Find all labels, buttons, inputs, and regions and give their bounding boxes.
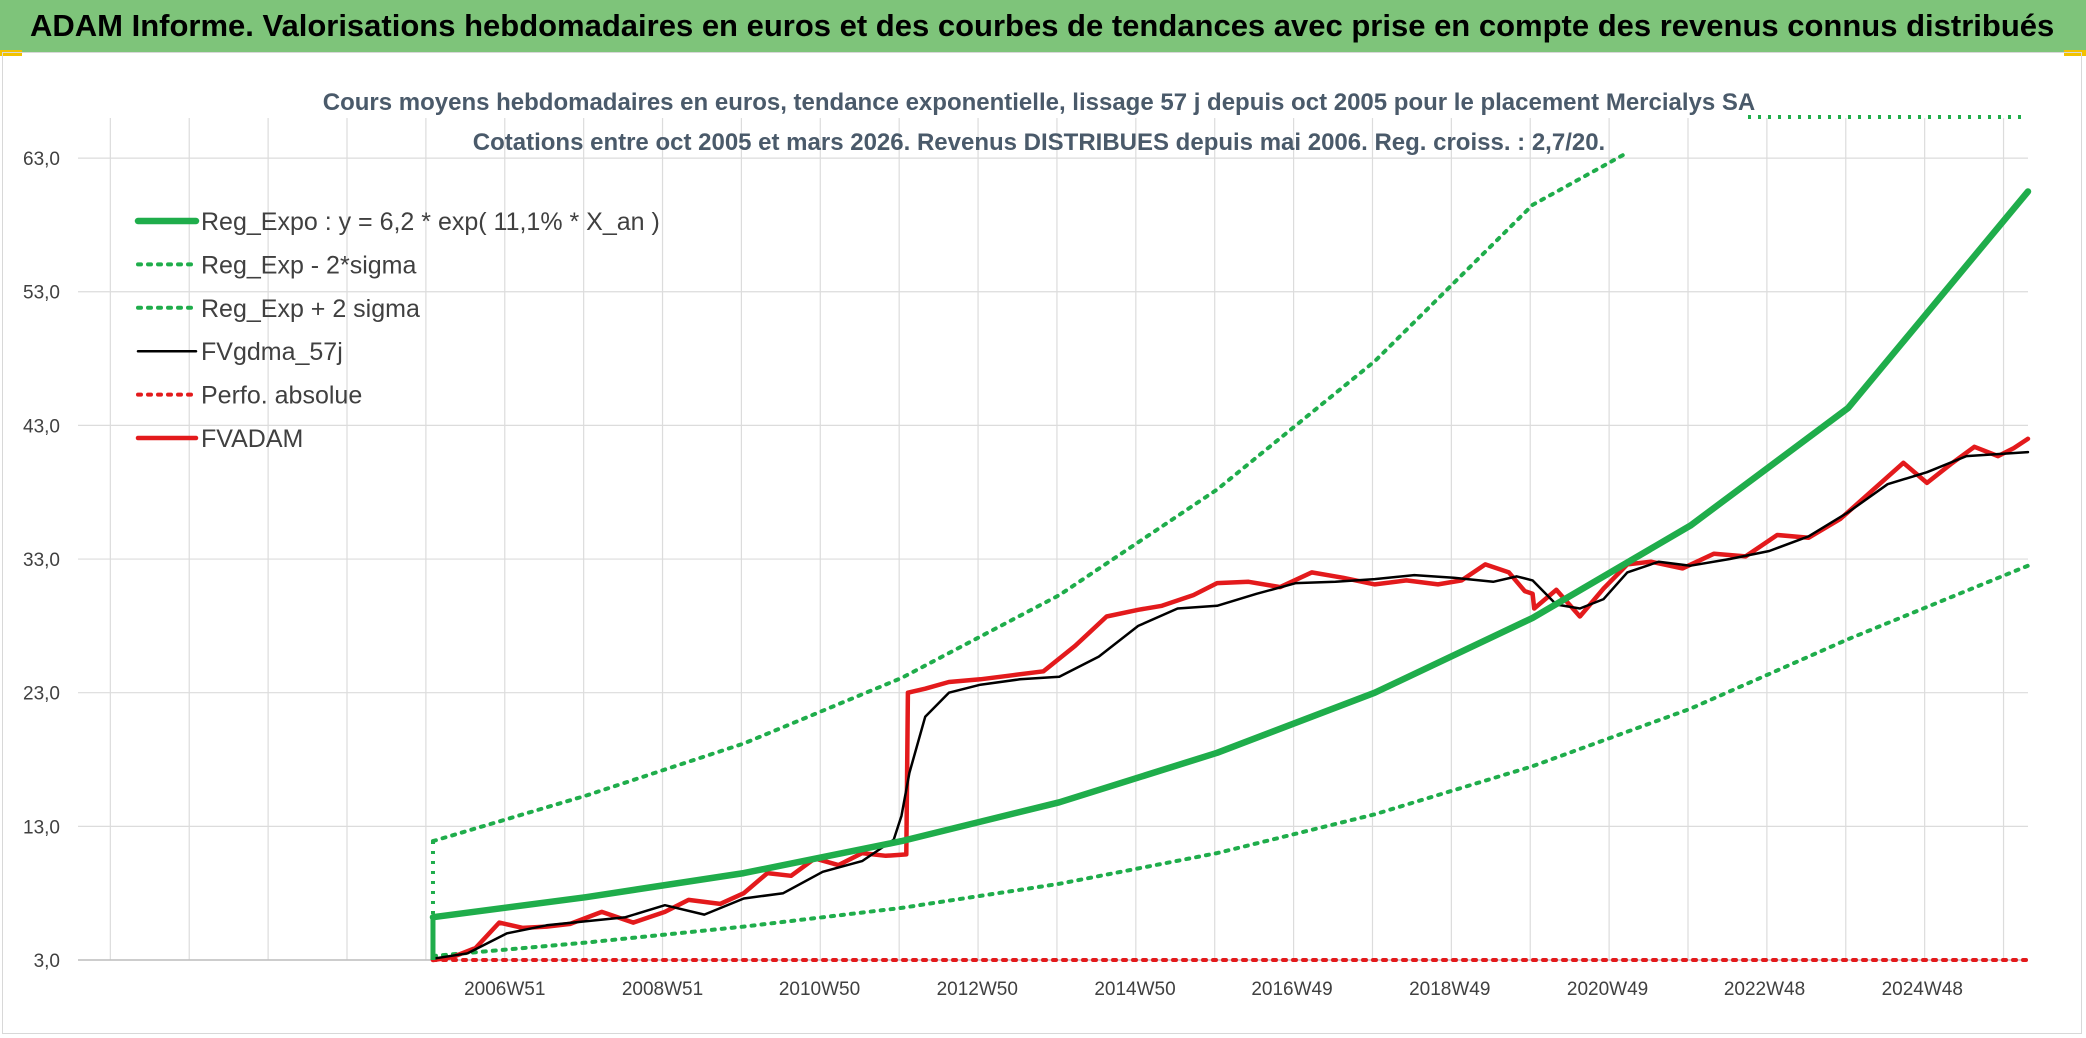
x-tick-label: 2024W48 xyxy=(1882,979,1963,1000)
y-tick-label: 33,0 xyxy=(23,550,60,571)
chart-frame xyxy=(2,52,2082,1034)
legend-label: FVgdma_57j xyxy=(201,338,343,366)
chart-legend: Reg_Expo : y = 6,2 * exp( 11,1% * X_an )… xyxy=(134,208,660,453)
y-tick-label: 53,0 xyxy=(23,283,60,304)
report-title: ADAM Informe. Valorisations hebdomadaire… xyxy=(30,8,2055,43)
x-tick-label: 2006W51 xyxy=(464,979,545,1000)
series-line-1 xyxy=(431,563,2030,958)
x-tick-label: 2020W49 xyxy=(1567,979,1648,1000)
y-tick-label: 43,0 xyxy=(23,416,60,437)
chart-subtitle: Cotations entre oct 2005 et mars 2026. R… xyxy=(473,129,1605,156)
report-banner: ADAM Informe. Valorisations hebdomadaire… xyxy=(0,0,2086,52)
y-tick-label: 13,0 xyxy=(23,817,60,838)
left-corner-accent xyxy=(0,50,22,56)
chart-grid xyxy=(78,118,2028,961)
legend-label: FVADAM xyxy=(201,425,303,453)
chart-title: Cours moyens hebdomadaires en euros, ten… xyxy=(323,89,1756,116)
series-line-0 xyxy=(429,188,2032,921)
chart-series xyxy=(429,115,2032,963)
legend-label: Reg_Exp + 2 sigma xyxy=(201,295,420,323)
x-tick-label: 2018W49 xyxy=(1409,979,1490,1000)
series-line-3 xyxy=(431,450,2030,960)
legend-label: Perfo. absolue xyxy=(201,382,362,410)
legend-label: Reg_Expo : y = 6,2 * exp( 11,1% * X_an ) xyxy=(201,208,660,236)
series-line-2 xyxy=(431,150,1630,844)
x-tick-label: 2014W50 xyxy=(1094,979,1175,1000)
legend-label: Reg_Exp - 2*sigma xyxy=(201,251,416,279)
series-line-5 xyxy=(430,436,2031,963)
y-tick-label: 23,0 xyxy=(23,684,60,705)
x-tick-label: 2012W50 xyxy=(937,979,1018,1000)
x-tick-label: 2022W48 xyxy=(1724,979,1805,1000)
right-corner-accent xyxy=(2064,50,2086,56)
x-tick-label: 2008W51 xyxy=(622,979,703,1000)
y-tick-label: 63,0 xyxy=(23,149,60,170)
y-tick-label: 3,0 xyxy=(34,951,60,972)
x-tick-label: 2016W49 xyxy=(1251,979,1332,1000)
x-tick-label: 2010W50 xyxy=(779,979,860,1000)
